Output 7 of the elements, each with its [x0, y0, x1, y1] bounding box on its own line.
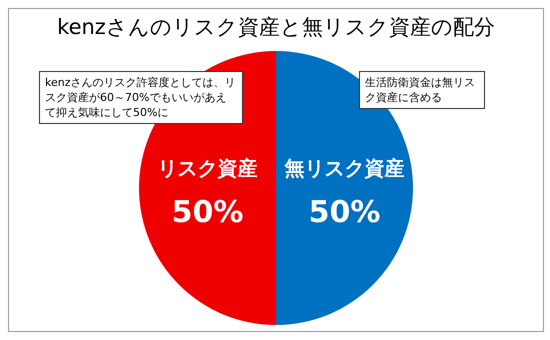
slice-label: 無リスク資産 [284, 156, 404, 180]
data-label: 50% [172, 194, 244, 230]
text: kenzさんのリスク許容度としては、リスク資産が60～70%でもいいがあえて抑え気味にして50%に [39, 71, 243, 124]
slice-label: リスク資産 [158, 156, 258, 180]
text: 生活防衛資金は無リスク資産に含める [359, 71, 485, 109]
chart-title: kenzさんのリスク資産と無リスク資産の配分 [56, 14, 496, 41]
data-label: 50% [308, 194, 380, 230]
